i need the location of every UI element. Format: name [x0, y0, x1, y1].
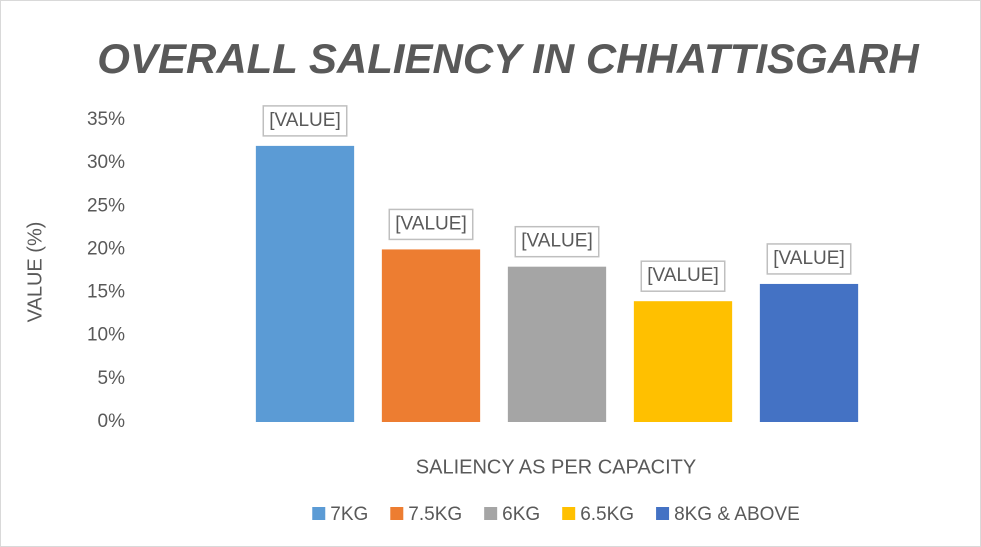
y-tick-label: 30% — [87, 152, 125, 173]
legend-label: 6KG — [502, 504, 540, 525]
bar — [759, 283, 859, 422]
bar — [633, 301, 733, 422]
x-axis-label: SALIENCY AS PER CAPACITY — [416, 456, 696, 478]
data-label: [VALUE] — [269, 110, 340, 131]
data-label-box — [640, 260, 726, 292]
legend-swatch — [390, 507, 404, 520]
legend-label: 8KG & ABOVE — [674, 504, 800, 525]
bar — [507, 266, 607, 422]
chart-title: OVERALL SALIENCY IN CHHATTISGARH — [97, 35, 920, 82]
y-tick-label: 10% — [87, 325, 125, 346]
data-label: [VALUE] — [521, 231, 592, 252]
y-axis-label: VALUE (%) — [24, 222, 46, 323]
y-tick-label: 0% — [98, 411, 126, 432]
data-label: [VALUE] — [647, 265, 718, 286]
data-label-box — [262, 105, 348, 137]
data-label-box — [514, 225, 600, 258]
y-tick-label: 35% — [87, 109, 125, 130]
bar — [255, 145, 355, 422]
y-tick-label: 15% — [87, 282, 125, 303]
data-label: [VALUE] — [773, 248, 844, 269]
legend-swatch — [312, 507, 326, 520]
legend: 7KG 7.5KG 6KG 6.5KG 8KG & ABOVE — [312, 504, 800, 525]
y-tick-label: 20% — [87, 238, 125, 259]
data-label-box — [766, 243, 852, 275]
y-tick-label: 25% — [87, 195, 125, 216]
data-label-box — [388, 208, 474, 241]
legend-label: 7.5KG — [408, 504, 462, 525]
legend-label: 7KG — [330, 504, 368, 525]
bar — [381, 249, 481, 422]
legend-label: 6.5KG — [580, 504, 634, 525]
legend-swatch — [562, 507, 576, 520]
legend-swatch — [484, 507, 498, 520]
legend-swatch — [656, 507, 670, 520]
data-label: [VALUE] — [395, 213, 466, 234]
y-tick-label: 5% — [98, 368, 126, 389]
